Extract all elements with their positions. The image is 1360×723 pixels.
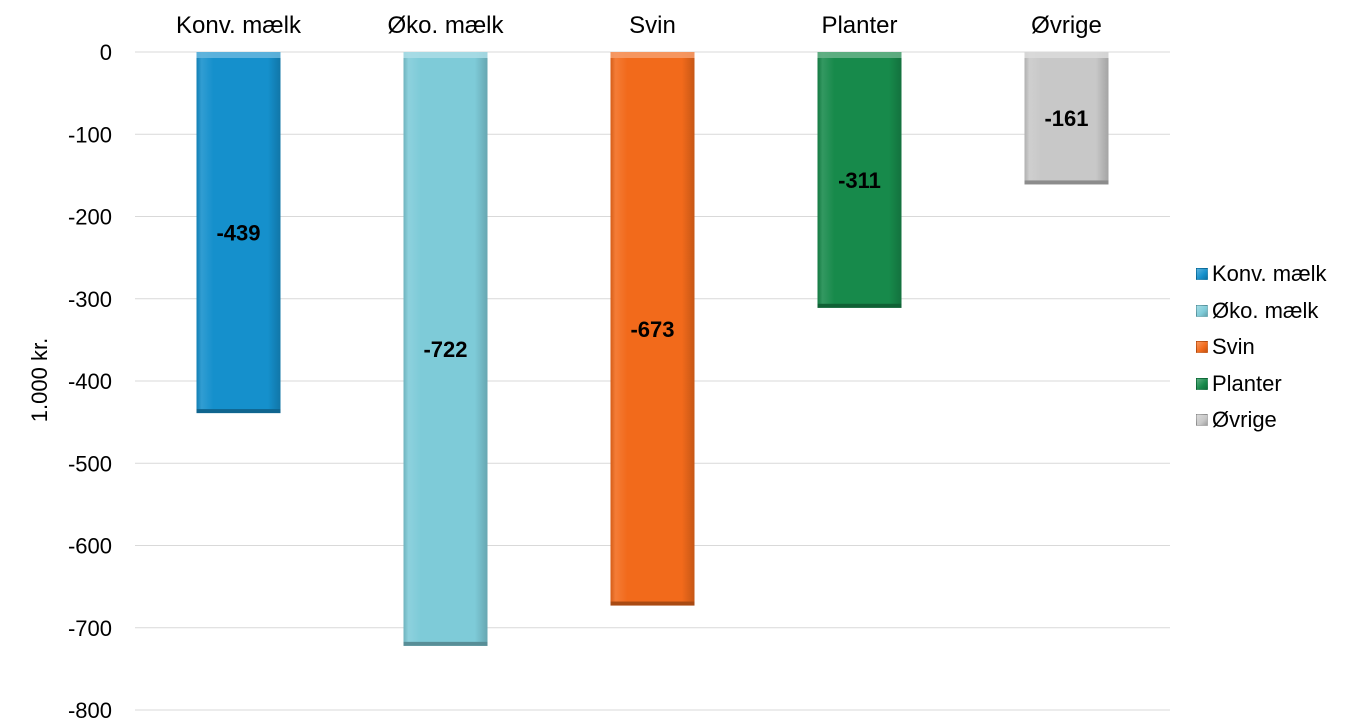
legend-item: Svin [1196, 329, 1356, 366]
legend-swatch [1196, 414, 1208, 427]
y-axis-ticks: 0 -100 -200 -300 -400 -500 -600 -700 -800 [68, 40, 112, 723]
category-label: Konv. mælk [176, 12, 302, 39]
bar-bottom-shadow [817, 303, 902, 308]
category-label: Øko. mælk [387, 12, 504, 39]
bar-bottom-shadow [610, 601, 695, 606]
bar [403, 52, 488, 646]
y-tick-label: -400 [68, 369, 112, 394]
bar-top-highlight [196, 52, 281, 58]
y-axis-title: 1.000 kr. [27, 338, 52, 422]
data-label: -673 [630, 317, 674, 342]
data-label: -161 [1044, 106, 1088, 131]
data-label: -722 [423, 337, 467, 362]
bar-bottom-shadow [1024, 180, 1109, 185]
legend-label: Øko. mælk [1212, 297, 1319, 323]
y-tick-label: -200 [68, 205, 112, 230]
y-tick-label: -500 [68, 451, 112, 476]
legend-swatch [1196, 304, 1208, 317]
bar-top-highlight [610, 52, 695, 58]
data-label: -311 [838, 168, 881, 193]
data-labels: -439 -722 -673 -311 -161 [216, 106, 1088, 362]
y-tick-label: -700 [68, 616, 112, 641]
legend-label: Svin [1212, 334, 1255, 360]
y-tick-label: -600 [68, 534, 112, 559]
bar-top-highlight [403, 52, 488, 58]
bar [196, 52, 281, 414]
bar [1024, 52, 1109, 185]
legend-item: Konv. mælk [1196, 256, 1356, 293]
legend-swatch [1196, 268, 1208, 281]
legend-swatch [1196, 377, 1208, 390]
legend-item: Planter [1196, 366, 1356, 403]
bar-top-highlight [1024, 52, 1109, 58]
data-label: -439 [216, 221, 260, 246]
legend-label: Konv. mælk [1212, 261, 1327, 287]
category-labels: Konv. mælk Øko. mælk Svin Planter Øvrige [176, 12, 1102, 39]
bar [610, 52, 695, 606]
y-tick-label: -800 [68, 698, 112, 723]
y-tick-label: -100 [68, 122, 112, 147]
category-label: Planter [821, 12, 897, 39]
legend-item: Øko. mælk [1196, 293, 1356, 330]
category-label: Øvrige [1031, 12, 1102, 39]
legend-swatch [1196, 341, 1208, 354]
bar-bottom-shadow [403, 641, 488, 646]
bar [817, 52, 902, 308]
bars [196, 52, 1109, 646]
legend-label: Øvrige [1212, 407, 1277, 433]
legend: Konv. mælk Øko. mælk Svin Planter Øvrige [1196, 256, 1356, 439]
bar-bottom-shadow [196, 409, 281, 414]
legend-label: Planter [1212, 370, 1282, 396]
y-tick-label: 0 [100, 40, 112, 65]
category-label: Svin [629, 12, 676, 39]
bar-top-highlight [817, 52, 902, 58]
legend-item: Øvrige [1196, 402, 1356, 439]
y-tick-label: -300 [68, 287, 112, 312]
